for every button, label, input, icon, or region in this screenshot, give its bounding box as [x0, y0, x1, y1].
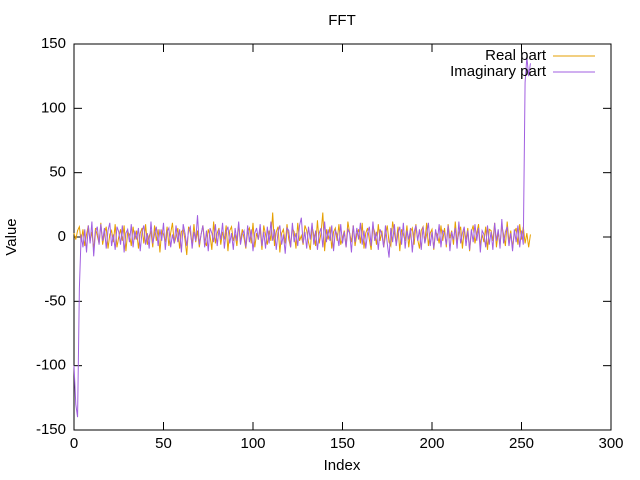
x-tick-label: 0	[70, 435, 78, 452]
y-tick-label: -100	[36, 357, 66, 374]
y-tick-label: 50	[49, 164, 66, 181]
y-tick-label: -50	[44, 292, 66, 309]
x-tick-label: 100	[240, 435, 265, 452]
y-tick-label: 0	[58, 228, 66, 245]
x-tick-label: 50	[155, 435, 172, 452]
x-axis-label: Index	[324, 457, 361, 474]
y-tick-label: 100	[41, 99, 66, 116]
data-line	[73, 56, 531, 418]
x-tick-label: 150	[330, 435, 355, 452]
x-tick-label: 250	[509, 435, 534, 452]
y-tick-label: 150	[41, 35, 66, 52]
legend-label: Real part	[485, 47, 547, 64]
chart-title: FFT	[328, 12, 356, 29]
x-tick-label: 300	[598, 435, 623, 452]
legend-label: Imaginary part	[450, 63, 547, 80]
y-tick-label: -150	[36, 421, 66, 438]
x-tick-label: 200	[419, 435, 444, 452]
y-axis-label: Value	[3, 218, 20, 255]
